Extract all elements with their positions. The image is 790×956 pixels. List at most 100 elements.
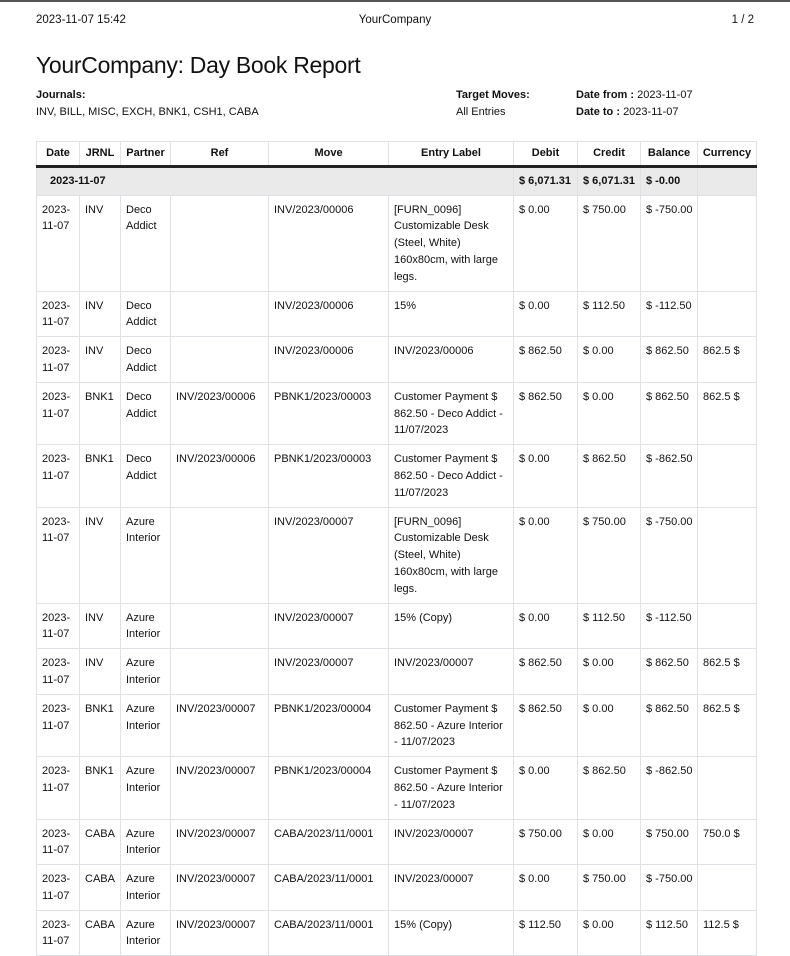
cell-partner: Azure Interior [120,648,171,695]
cell-ref [170,336,269,383]
cell-currency: 862.5 $ [697,648,757,695]
cell-partner: Azure Interior [120,756,171,820]
cell-balance: $ -750.00 [640,864,698,911]
cell-debit: $ 0.00 [513,864,578,911]
table-row: 2023- 11-07 CABA Azure Interior INV/2023/000… [36,864,757,911]
cell-entry-label: INV/2023/00006 [388,336,514,383]
cell-currency: 862.5 $ [697,336,757,383]
date-to-value: 2023-11-07 [623,106,679,118]
cell-journal: CABA [79,818,121,866]
column-header-currency: Currency [697,141,757,168]
journals-info: Journals: INV, BILL, MISC, EXCH, BNK1, C… [36,87,259,121]
cell-ref [170,602,269,650]
cell-partner: Deco Addict [120,381,171,446]
cell-date: 2023- 11-07 [36,194,80,292]
cell-journal: CABA [79,864,121,911]
cell-currency: 862.5 $ [697,693,757,758]
cell-entry-label: 15% (Copy) [388,909,514,956]
cell-balance: $ 862.50 [640,336,698,383]
cell-partner: Azure Interior [120,693,171,758]
cell-balance: $ -862.50 [640,444,698,508]
cell-currency [697,756,757,820]
cell-credit: $ 750.00 [577,194,641,292]
column-header-journal: JRNL [79,141,121,168]
cell-credit: $ 0.00 [577,693,641,758]
cell-move: INV/2023/00006 [268,194,389,292]
group-debit: $ 6,071.31 [513,165,578,196]
cell-balance: $ 112.50 [640,909,698,956]
cell-currency: 862.5 $ [697,381,757,446]
cell-currency: 750.0 $ [697,818,757,866]
cell-currency [697,864,757,911]
cell-partner: Deco Addict [120,194,171,292]
cell-date: 2023- 11-07 [36,336,80,383]
group-credit: $ 6,071.31 [577,165,641,196]
cell-entry-label: Customer Payment $ 862.50 - Azure Interi… [388,756,514,820]
column-header-credit: Credit [577,141,641,168]
cell-journal: BNK1 [79,756,121,820]
date-from-value: 2023-11-07 [637,89,693,101]
cell-move: INV/2023/00007 [268,648,389,695]
cell-journal: CABA [79,909,121,956]
cell-ref: INV/2023/00006 [170,381,269,446]
cell-date: 2023- 11-07 [36,602,80,650]
cell-date: 2023- 11-07 [36,909,80,956]
cell-move: INV/2023/00006 [268,290,389,338]
table-row: 2023- 11-07 BNK1 Deco Addict INV/2023/00006 P… [36,381,757,446]
column-header-balance: Balance [640,141,698,168]
cell-entry-label: [FURN_0096] Customizable Desk (Steel, Wh… [388,194,514,292]
cell-journal: BNK1 [79,693,121,758]
cell-currency [697,506,757,604]
date-range-info: Date from : 2023-11-07 Date to : 2023-11… [576,87,693,121]
group-date: 2023-11-07 [36,165,514,196]
table-row: 2023- 11-07 INV Deco Addict INV/2023/00006 15… [36,290,757,338]
cell-balance: $ 862.50 [640,381,698,446]
cell-journal: INV [79,506,121,604]
cell-move: INV/2023/00007 [268,506,389,604]
table-row: 2023- 11-07 INV Deco Addict INV/2023/00006 [F… [36,194,757,292]
cell-date: 2023- 11-07 [36,444,80,508]
cell-balance: $ -750.00 [640,506,698,604]
cell-debit: $ 862.50 [513,336,578,383]
cell-credit: $ 750.00 [577,506,641,604]
cell-entry-label: INV/2023/00007 [388,864,514,911]
cell-debit: $ 862.50 [513,648,578,695]
cell-balance: $ 862.50 [640,693,698,758]
cell-journal: BNK1 [79,381,121,446]
cell-entry-label: INV/2023/00007 [388,818,514,866]
target-moves-value: All Entries [456,106,506,118]
header-company: YourCompany [358,14,432,26]
cell-entry-label: [FURN_0096] Customizable Desk (Steel, Wh… [388,506,514,604]
cell-credit: $ 112.50 [577,602,641,650]
cell-move: PBNK1/2023/00003 [268,444,389,508]
cell-ref: INV/2023/00007 [170,818,269,866]
cell-ref: INV/2023/00007 [170,693,269,758]
cell-currency [697,194,757,292]
table-row: 2023- 11-07 CABA Azure Interior INV/2023/000… [36,818,757,866]
cell-date: 2023- 11-07 [36,818,80,866]
cell-partner: Azure Interior [120,818,171,866]
cell-balance: $ 750.00 [640,818,698,866]
cell-partner: Azure Interior [120,909,171,956]
table-row: 2023- 11-07 INV Deco Addict INV/2023/00006 IN… [36,336,757,383]
date-to-label: Date to : [576,106,620,118]
print-datetime: 2023-11-07 15:42 [36,14,126,26]
cell-partner: Deco Addict [120,336,171,383]
cell-debit: $ 0.00 [513,756,578,820]
cell-currency: 112.5 $ [697,909,757,956]
cell-debit: $ 0.00 [513,506,578,604]
cell-move: PBNK1/2023/00003 [268,381,389,446]
table-row: 2023- 11-07 BNK1 Deco Addict INV/2023/00006 P… [36,444,757,508]
cell-debit: $ 112.50 [513,909,578,956]
cell-balance: $ 862.50 [640,648,698,695]
cell-journal: INV [79,290,121,338]
cell-journal: BNK1 [79,444,121,508]
cell-journal: INV [79,602,121,650]
cell-debit: $ 750.00 [513,818,578,866]
cell-debit: $ 0.00 [513,194,578,292]
journals-value: INV, BILL, MISC, EXCH, BNK1, CSH1, CABA [36,106,259,118]
cell-journal: INV [79,194,121,292]
cell-ref: INV/2023/00006 [170,444,269,508]
cell-date: 2023- 11-07 [36,864,80,911]
cell-move: CABA/2023/11/0001 [268,909,389,956]
